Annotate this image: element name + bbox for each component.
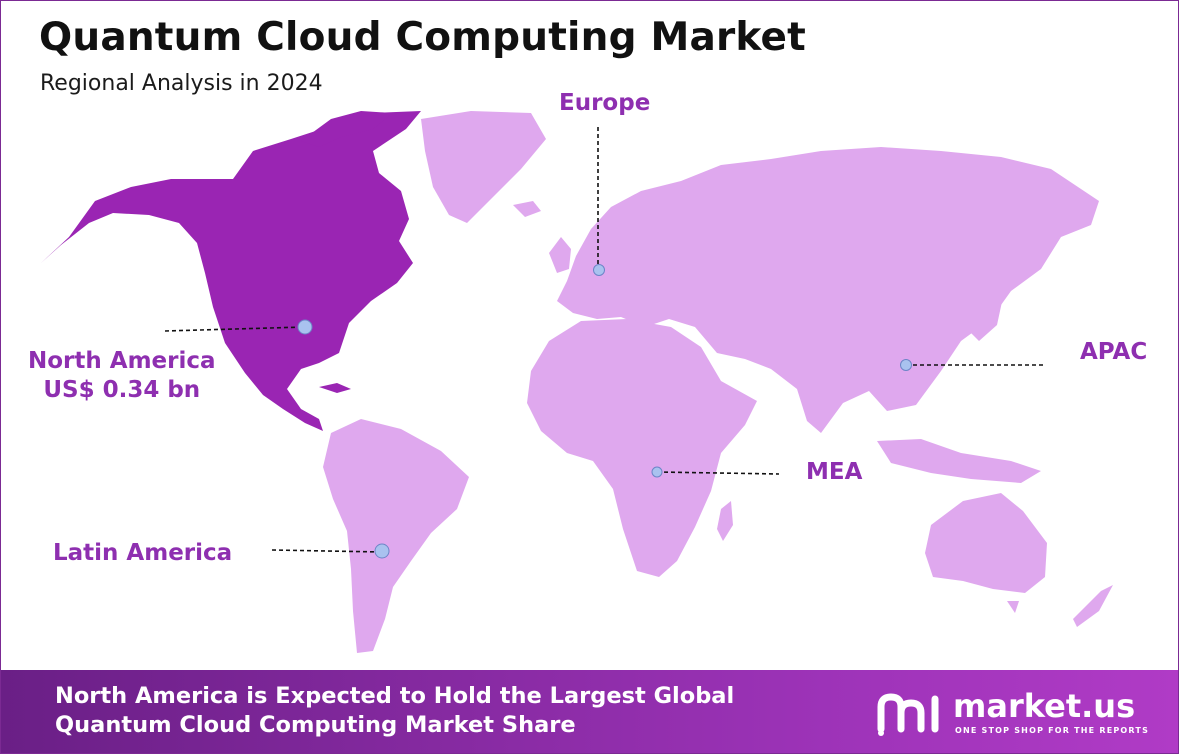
world-map [41,111,1113,653]
europe-label: Europe [559,90,651,116]
australia-landmass [925,493,1047,593]
new-zealand [1073,585,1113,627]
north-america-label: North America US$ 0.34 bn [28,347,216,405]
north-america-name: North America [28,348,216,374]
africa-landmass [527,319,757,577]
madagascar [717,501,733,541]
brand-name: market.us [953,687,1136,725]
iceland [513,201,541,217]
latin-america-marker [374,543,390,559]
page-subtitle: Regional Analysis in 2024 [40,71,323,96]
page-title: Quantum Cloud Computing Market [39,15,807,60]
apac-label: APAC [1080,339,1148,365]
north-america-value: US$ 0.34 bn [43,376,201,403]
tasmania [1007,601,1019,613]
south-america-landmass [323,419,469,653]
greenland [421,111,546,223]
market-us-logo-icon [877,693,939,736]
arctic-islands [301,111,393,147]
caribbean-islands [319,383,351,393]
apac-marker [900,359,912,371]
footer-line-2: Quantum Cloud Computing Market Share [55,712,576,738]
japan [971,287,1003,341]
footer-caption: North America is Expected to Hold the La… [55,682,734,740]
mea-label: MEA [806,459,863,485]
europe-marker [593,264,605,276]
brand-logo: market.us ONE STOP SHOP FOR THE REPORTS [875,685,1165,740]
footer-banner: North America is Expected to Hold the La… [1,670,1178,753]
latin-america-leader-line [271,549,383,553]
southeast-asia-islands [877,439,1041,483]
north-america-region [41,111,421,431]
eurasia-landmass [557,147,1099,433]
north-america-marker [297,319,313,335]
footer-line-1: North America is Expected to Hold the La… [55,683,735,709]
mea-marker [651,466,663,478]
mea-leader-line [656,471,780,475]
brand-tagline: ONE STOP SHOP FOR THE REPORTS [955,726,1150,735]
latin-america-label: Latin America [53,540,233,566]
north-america-leader-line [164,326,306,332]
uk-ireland [549,237,571,273]
